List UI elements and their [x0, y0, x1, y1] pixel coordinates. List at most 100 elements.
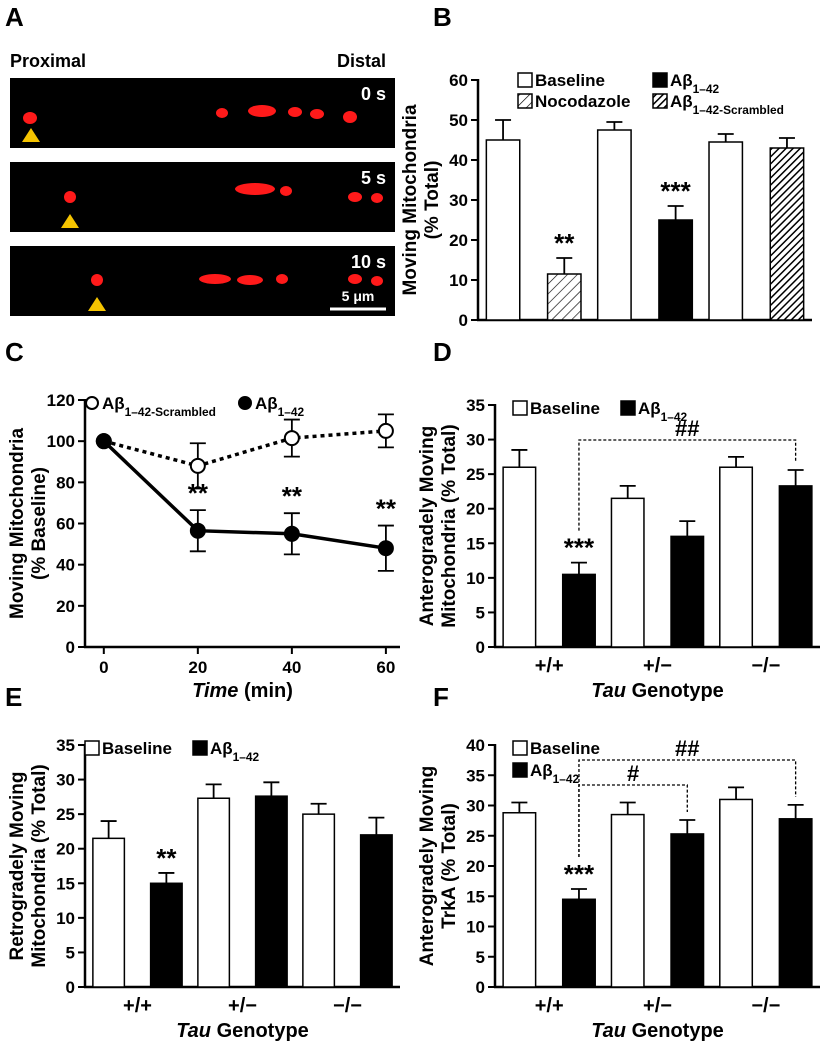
y-tick-label: 5: [476, 948, 485, 967]
error-bar: [787, 803, 804, 819]
legend-label: Aβ1–42: [638, 399, 687, 424]
bar: [708, 141, 744, 321]
bar: [719, 798, 754, 988]
bar: [485, 139, 521, 321]
y-tick-label: 5: [66, 943, 75, 962]
error-bar: [679, 520, 696, 537]
legend-swatch: [512, 400, 528, 416]
error-bar: [667, 205, 684, 220]
y-tick-label: 100: [47, 432, 75, 451]
x-tick-label: +/−: [643, 995, 672, 1017]
significance: **: [282, 481, 303, 511]
panel-label: C: [5, 337, 24, 367]
y-tick-label: 20: [56, 597, 75, 616]
frame: 10 s 5 μm: [10, 246, 395, 316]
y-tick-label: 5: [476, 603, 485, 622]
y-axis-label: Mitochondria (% Total): [29, 764, 50, 967]
point: [95, 433, 112, 450]
legend-swatch: [84, 740, 100, 756]
frame: 5 s: [10, 162, 395, 232]
bar: [561, 573, 596, 648]
bar: [502, 466, 537, 648]
error-bar: [556, 257, 573, 274]
significance: **: [188, 478, 209, 508]
legend-swatch: [512, 740, 528, 756]
y-tick-label: 0: [476, 638, 485, 657]
panel-label: B: [433, 2, 452, 32]
y-axis-label: Retrogradely Moving: [7, 772, 28, 961]
y-tick-label: 20: [56, 840, 75, 859]
bar: [302, 813, 336, 988]
y-tick-label: 40: [466, 736, 485, 755]
bar: [502, 812, 537, 988]
legend-label: Baseline: [530, 739, 600, 758]
y-tick-label: 50: [449, 111, 468, 130]
y-tick-label: 30: [466, 431, 485, 450]
error-bar: [100, 820, 117, 839]
y-tick-label: 25: [466, 827, 485, 846]
legend-label: Aβ1–42: [530, 761, 579, 786]
significance: ***: [660, 176, 691, 206]
y-tick-label: 10: [466, 918, 485, 937]
y-tick-label: 35: [466, 766, 485, 785]
y-tick-label: 15: [56, 874, 75, 893]
frame: 0 s: [10, 78, 395, 148]
image-panel: A Proximal Distal 0 s 5 s: [5, 2, 395, 316]
y-tick-label: 35: [56, 736, 75, 755]
error-bar: [728, 786, 745, 800]
panel-label: D: [433, 337, 452, 367]
x-axis-label: Tau Genotype: [591, 680, 724, 702]
legend-swatch: [517, 72, 533, 88]
y-tick-label: 120: [47, 391, 75, 410]
significance: **: [156, 843, 177, 873]
error-bar: [310, 802, 327, 815]
significance: ***: [564, 533, 595, 563]
bar: [197, 797, 231, 988]
legend-swatch: [652, 93, 668, 109]
x-tick-label: +/+: [123, 995, 152, 1017]
legend-swatch: [512, 762, 528, 778]
legend-label: Aβ1–42: [255, 394, 304, 419]
y-tick-label: 25: [466, 465, 485, 484]
legend-label: Aβ1–42-Scrambled: [102, 394, 216, 419]
bracket-label: ##: [675, 736, 699, 761]
legend-swatch: [517, 93, 533, 109]
y-axis-label: (% Baseline): [29, 467, 50, 580]
legend-label: Baseline: [102, 739, 172, 758]
x-tick-label: +/−: [228, 995, 257, 1017]
y-tick-label: 0: [66, 638, 75, 657]
error-bar: [728, 455, 745, 468]
proximal-label: Proximal: [10, 51, 86, 71]
frame-time: 0 s: [361, 84, 386, 104]
x-axis-label: Tau Genotype: [176, 1020, 309, 1042]
bar: [254, 795, 288, 988]
error-bar: [511, 801, 528, 813]
frame-time: 5 s: [361, 168, 386, 188]
x-tick-label: +/−: [643, 655, 672, 677]
legend-swatch: [192, 740, 208, 756]
legend-label: Aβ1–42-Scrambled: [670, 92, 784, 117]
line: [102, 439, 387, 550]
y-tick-label: 30: [56, 771, 75, 790]
legend-label: Aβ1–42: [670, 71, 719, 96]
y-tick-label: 80: [56, 473, 75, 492]
y-tick-label: 20: [449, 231, 468, 250]
y-tick-label: 40: [449, 151, 468, 170]
line: [103, 429, 387, 468]
bar: [610, 497, 645, 648]
bar: [546, 273, 582, 321]
x-axis-label: Time (min): [192, 680, 293, 702]
y-tick-label: 0: [459, 311, 468, 330]
error-bar: [511, 449, 528, 468]
point: [189, 457, 206, 474]
bar: [778, 818, 813, 988]
y-tick-label: 10: [56, 909, 75, 928]
legend-swatch: [652, 72, 668, 88]
panel-label: F: [433, 682, 449, 712]
panel-label: E: [5, 682, 22, 712]
legend-label: Baseline: [530, 399, 600, 418]
legend-label: Aβ1–42: [210, 739, 259, 764]
bar: [359, 834, 393, 988]
